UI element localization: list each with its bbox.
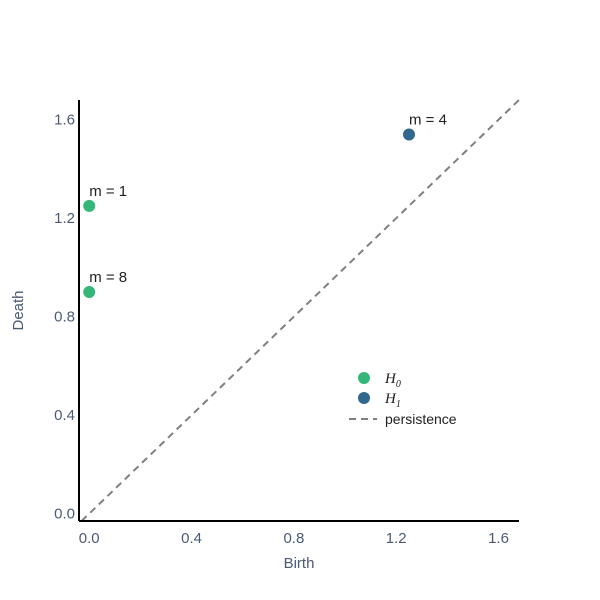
data-point-h0	[83, 199, 96, 212]
x-tick-label: 0.8	[283, 530, 304, 547]
y-tick-label: 0.0	[54, 506, 75, 523]
legend-label-h1: H1	[384, 391, 401, 410]
x-tick-label: 1.2	[386, 530, 407, 547]
x-axis-title: Birth	[284, 555, 315, 572]
diagonal-line	[80, 99, 520, 522]
legend-label-persistence: persistence	[385, 411, 457, 427]
data-label: m = 1	[89, 183, 127, 200]
x-tick-label: 1.6	[488, 530, 509, 547]
legend-marker-h0	[358, 372, 370, 384]
y-tick-label: 1.2	[54, 210, 75, 227]
y-tick-label: 0.4	[54, 407, 75, 424]
data-point-h0	[83, 286, 96, 299]
legend-label-h0: H0	[384, 371, 401, 390]
y-tick-label: 1.6	[54, 112, 75, 129]
legend-marker-h1	[358, 392, 370, 404]
x-tick-label: 0.4	[181, 530, 202, 547]
x-tick-label: 0.0	[79, 530, 100, 547]
data-label: m = 4	[409, 111, 447, 128]
data-point-h1	[403, 128, 415, 141]
data-label: m = 8	[89, 269, 127, 286]
y-tick-label: 0.8	[54, 309, 75, 326]
y-axis-title: Death	[10, 290, 27, 330]
